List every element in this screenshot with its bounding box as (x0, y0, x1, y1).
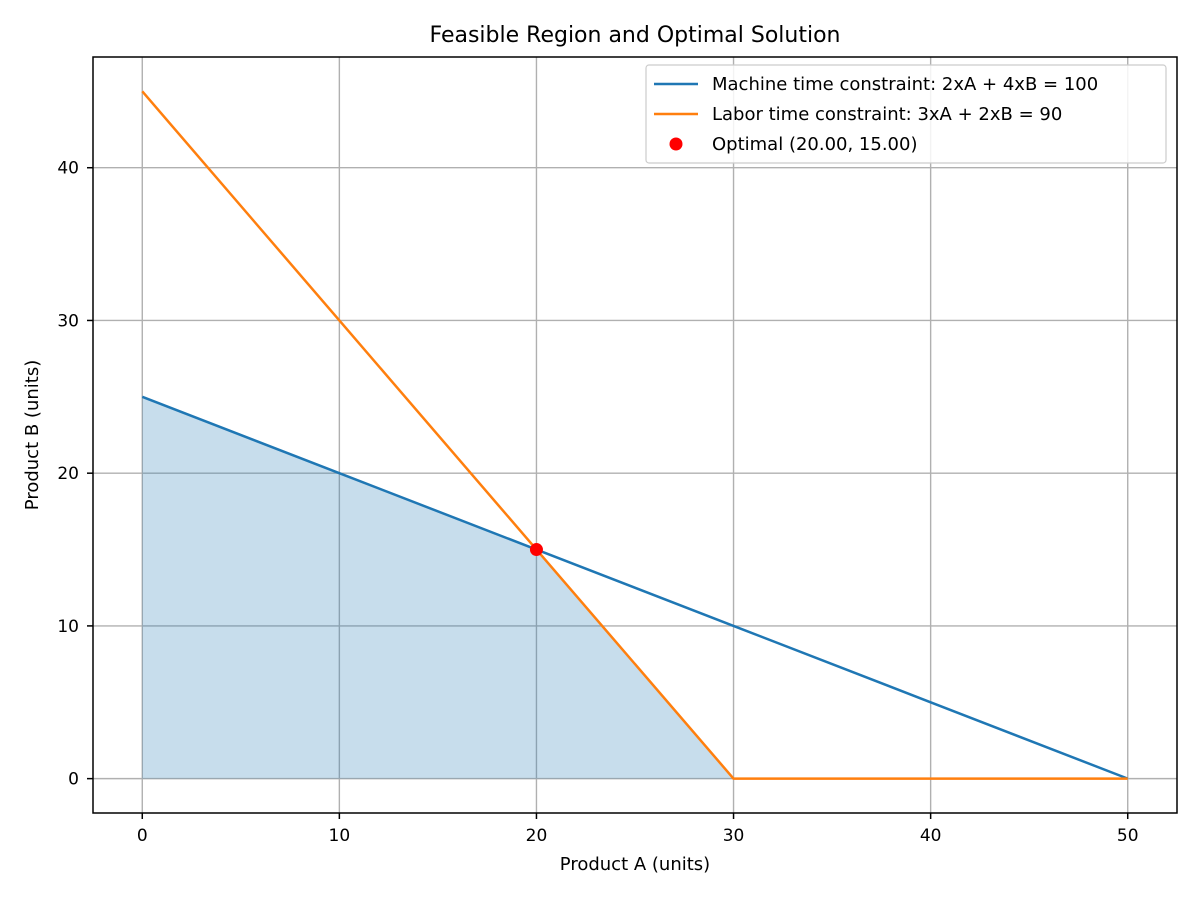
legend-label-labor: Labor time constraint: 3xA + 2xB = 90 (712, 104, 1062, 125)
series-layer (141, 90, 1129, 780)
machine-constraint-line (141, 395, 1129, 780)
legend-box (645, 64, 1167, 164)
tick-layer: 0 10 20 30 40 50 0 10 20 30 40 (57, 159, 1138, 846)
legend-swatch-optimal (669, 137, 683, 151)
feasible-region-layer (142, 396, 734, 779)
chart-title: Feasible Region and Optimal Solution (430, 23, 841, 48)
y-tick-label: 20 (57, 464, 79, 484)
y-tick-label: 40 (57, 159, 79, 179)
x-tick-label: 20 (526, 826, 548, 846)
feasible-region (142, 396, 734, 779)
optimal-point (529, 543, 543, 557)
x-tick-label: 0 (137, 826, 148, 846)
x-axis-label: Product A (units) (560, 854, 710, 875)
y-tick-label: 30 (57, 311, 79, 331)
legend: Machine time constraint: 2xA + 4xB = 100… (645, 64, 1167, 164)
x-tick-label: 40 (920, 826, 942, 846)
plot-frame (92, 56, 1178, 814)
y-tick-label: 0 (68, 770, 79, 790)
labor-constraint-line (141, 90, 1128, 780)
x-tick-label: 10 (329, 826, 351, 846)
x-tick-label: 30 (723, 826, 745, 846)
y-tick-label: 10 (57, 617, 79, 637)
grid-layer (93, 57, 1177, 813)
legend-label-optimal: Optimal (20.00, 15.00) (712, 134, 918, 155)
legend-label-machine: Machine time constraint: 2xA + 4xB = 100 (712, 74, 1098, 95)
y-axis-label: Product B (units) (22, 360, 43, 510)
optimal-point-layer (529, 543, 543, 557)
x-tick-label: 50 (1117, 826, 1139, 846)
